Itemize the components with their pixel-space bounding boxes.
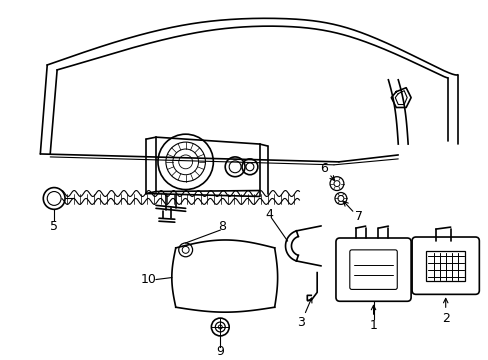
FancyBboxPatch shape bbox=[425, 251, 465, 280]
FancyBboxPatch shape bbox=[349, 250, 396, 289]
Text: 4: 4 bbox=[265, 208, 273, 221]
Text: 5: 5 bbox=[50, 220, 58, 233]
Text: 6: 6 bbox=[320, 162, 327, 175]
FancyBboxPatch shape bbox=[411, 237, 478, 294]
Text: 3: 3 bbox=[297, 316, 305, 329]
Text: 10: 10 bbox=[141, 273, 157, 286]
Text: 7: 7 bbox=[354, 210, 362, 223]
Text: 1: 1 bbox=[369, 319, 377, 332]
Text: 2: 2 bbox=[441, 312, 449, 325]
Text: 8: 8 bbox=[218, 220, 226, 233]
Text: 9: 9 bbox=[216, 345, 224, 358]
FancyBboxPatch shape bbox=[335, 238, 410, 301]
